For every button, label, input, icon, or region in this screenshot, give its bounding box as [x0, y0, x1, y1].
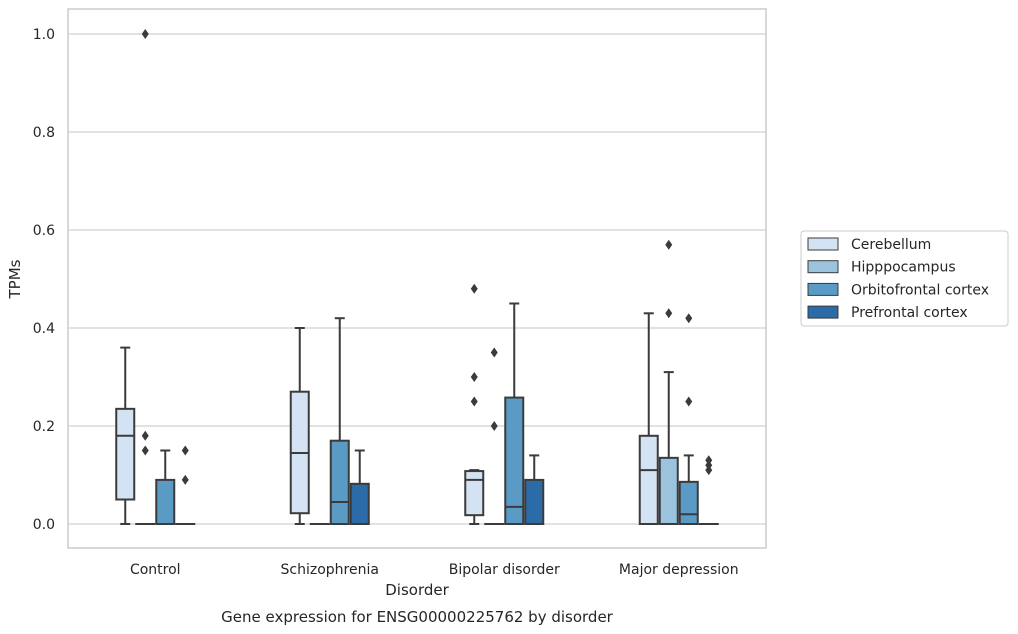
legend-label: Orbitofrontal cortex: [851, 282, 989, 298]
y-tick-label: 0.6: [33, 223, 55, 239]
boxes: [115, 29, 719, 526]
legend-swatch: [807, 282, 839, 296]
box-prefrontal-cortex: [524, 454, 545, 525]
box-cerebellum: [289, 327, 310, 525]
box-orbitofrontal-cortex: [155, 449, 176, 525]
box-cerebellum: [115, 346, 136, 525]
box-prefrontal-cortex: [349, 449, 370, 526]
outlier-point: [685, 396, 693, 407]
legend: Cerebellum Hipppocampus Orbitofrontal cort…: [800, 230, 1009, 327]
outlier-point: [470, 372, 478, 382]
x-tick-label: Major depression: [619, 562, 739, 578]
x-axis-ticks: Control Schizophrenia Bipolar disorder Majo…: [130, 562, 739, 578]
box-body: [524, 478, 545, 525]
box-body: [658, 456, 679, 526]
chart-caption: Gene expression for ENSG00000225762 by d…: [221, 608, 614, 626]
y-tick-label: 0.8: [33, 125, 55, 141]
box-hipppocampus: [658, 239, 679, 526]
box-orbitofrontal-cortex: [678, 313, 699, 525]
y-axis-label: TPMs: [6, 259, 24, 299]
box-body: [349, 482, 370, 526]
y-tick-label: 0.2: [33, 419, 55, 435]
box-body: [638, 434, 659, 525]
box-body: [329, 439, 350, 526]
x-tick-label: Schizophrenia: [281, 562, 379, 578]
outlier-point: [665, 239, 673, 250]
legend-swatch: [807, 305, 839, 319]
outlier-point: [181, 474, 189, 485]
x-tick-label: Control: [130, 562, 181, 578]
outlier-point: [141, 430, 149, 441]
box-body: [504, 396, 525, 525]
box-body: [464, 470, 485, 517]
legend-label: Prefrontal cortex: [851, 305, 968, 321]
outlier-point: [705, 455, 713, 466]
x-axis-label: Disorder: [385, 581, 449, 599]
outlier-point: [470, 283, 478, 294]
x-tick-label: Bipolar disorder: [449, 562, 560, 578]
outlier-point: [490, 347, 498, 358]
box-orbitofrontal-cortex: [504, 302, 525, 525]
legend-label: Hipppocampus: [851, 260, 956, 276]
outlier-point: [665, 308, 673, 319]
plot-frame: [67, 8, 767, 549]
outlier-point: [685, 313, 693, 324]
box-body: [115, 407, 136, 501]
box-cerebellum: [464, 283, 485, 525]
box-body: [678, 480, 699, 525]
y-tick-label: 0.0: [33, 517, 55, 533]
legend-swatch: [807, 237, 839, 251]
outlier-point: [490, 421, 498, 431]
box-prefrontal-cortex: [175, 445, 196, 526]
y-axis-ticks: 0.0 0.2 0.4 0.6 0.8 1.0: [33, 27, 55, 533]
outlier-point: [141, 445, 149, 456]
box-hipppocampus: [135, 29, 156, 526]
legend-frame: [800, 230, 1009, 327]
box-orbitofrontal-cortex: [329, 317, 350, 526]
box-prefrontal-cortex: [698, 455, 719, 526]
y-tick-label: 0.4: [33, 321, 55, 337]
outlier-point: [470, 396, 478, 407]
y-tick-label: 1.0: [33, 27, 55, 43]
legend-label: Cerebellum: [851, 237, 931, 253]
box-cerebellum: [638, 312, 659, 525]
box-hipppocampus: [484, 347, 505, 526]
box-body: [155, 478, 176, 525]
outlier-point: [141, 29, 149, 39]
legend-swatch: [807, 260, 839, 274]
outlier-point: [181, 445, 189, 456]
